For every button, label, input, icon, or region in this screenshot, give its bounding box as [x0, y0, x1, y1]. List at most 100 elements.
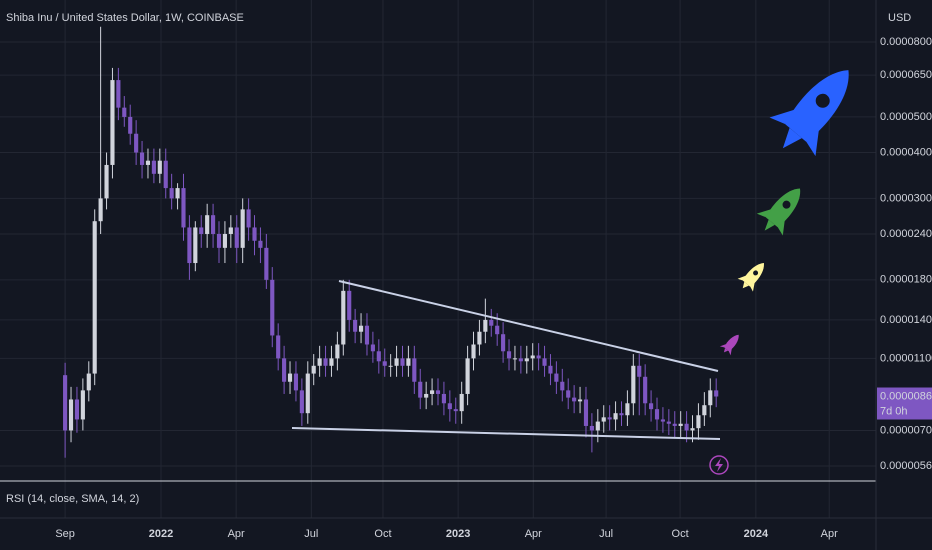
y-tick-label: 0.00000560	[880, 460, 932, 472]
rocket-icon-small	[737, 262, 764, 292]
candle-body	[548, 365, 553, 374]
candle-body	[264, 247, 269, 280]
currency-label: USD	[888, 12, 911, 24]
candle-body	[305, 373, 310, 414]
candle-body	[501, 334, 506, 352]
candle-body	[193, 227, 198, 264]
candle-body	[714, 390, 719, 397]
candle-body	[560, 381, 565, 391]
candle-body	[299, 390, 304, 414]
candle-body	[68, 399, 74, 431]
x-tick-label: 2022	[149, 528, 173, 540]
candle-body	[684, 423, 689, 431]
candle-body	[690, 428, 695, 431]
candle-body	[234, 227, 239, 248]
candle-body	[430, 390, 435, 394]
candle-body	[222, 233, 227, 248]
candle-body	[98, 198, 103, 222]
x-tick-label: Apr	[228, 528, 245, 540]
candle-body	[625, 403, 630, 416]
candle-body	[678, 423, 683, 426]
y-tick-label: 0.00001100	[880, 352, 932, 364]
x-tick-label: Jul	[304, 528, 318, 540]
candle-body	[400, 358, 405, 366]
candle-body	[536, 355, 541, 359]
candle-body	[382, 361, 387, 366]
candle-body	[619, 413, 624, 416]
x-tick-label: Apr	[525, 528, 542, 540]
countdown-label: 7d 0h	[880, 405, 908, 417]
candle-body	[80, 390, 85, 420]
rocket-icon-large	[769, 70, 849, 157]
lightning-icon[interactable]	[709, 455, 729, 475]
candle-body	[643, 376, 648, 404]
x-tick-label: Oct	[672, 528, 689, 540]
rocket-icon-medium	[756, 188, 801, 236]
candle-body	[104, 164, 109, 199]
last-price-box	[877, 387, 932, 420]
candle-body	[418, 381, 423, 398]
candle-body	[187, 227, 192, 264]
candle-body	[282, 358, 287, 382]
x-tick-label: 2023	[446, 528, 470, 540]
candle-body	[246, 209, 251, 228]
indicator-label: RSI (14, close, SMA, 14, 2)	[6, 493, 139, 505]
candle-body	[276, 335, 281, 359]
candle-body	[649, 403, 654, 410]
candle-body	[145, 160, 151, 165]
candle-body	[175, 188, 180, 199]
candle-body	[672, 423, 677, 426]
candle-body	[406, 358, 411, 366]
candle-body	[631, 365, 636, 404]
candle-body	[92, 221, 97, 374]
candle-body	[341, 290, 346, 345]
candle-body	[364, 325, 370, 345]
candle-body	[589, 425, 594, 431]
candle-body	[637, 365, 642, 377]
candle-body	[595, 421, 600, 431]
candle-body	[181, 188, 186, 228]
candle-body	[293, 373, 299, 391]
candle-body	[287, 373, 293, 382]
trend-line-lower	[291, 427, 721, 440]
rocket-icon-tiny	[719, 334, 739, 356]
candle-body	[358, 325, 364, 332]
candle-body	[542, 358, 547, 366]
last-price-label: 0.00000866	[880, 390, 932, 402]
candle-body	[666, 421, 671, 424]
candle-body	[708, 390, 713, 406]
candle-body	[601, 417, 606, 422]
candle-body	[459, 393, 464, 412]
candle-body	[495, 325, 500, 335]
candle-body	[116, 80, 121, 108]
candle-body	[566, 390, 571, 398]
chart-title: Shiba Inu / United States Dollar, 1W, CO…	[6, 12, 244, 24]
candle-body	[613, 413, 618, 420]
candle-body	[447, 403, 452, 410]
candle-body	[583, 399, 589, 426]
candle-body	[329, 358, 334, 366]
x-tick-label: Oct	[374, 528, 391, 540]
candle-body	[347, 290, 352, 320]
candle-body	[702, 405, 707, 416]
candle-body	[74, 399, 80, 420]
candle-body	[512, 358, 518, 360]
candle-body	[471, 344, 476, 359]
x-tick-label: Sep	[55, 528, 75, 540]
candle-body	[252, 227, 257, 241]
candle-body	[270, 279, 275, 336]
candle-body	[86, 373, 91, 391]
candle-body	[388, 365, 393, 367]
x-tick-label: Jul	[599, 528, 613, 540]
candle-body	[216, 233, 222, 248]
candle-body	[524, 358, 529, 362]
candle-body	[317, 358, 322, 366]
candle-body	[335, 344, 340, 359]
candle-body	[157, 160, 162, 174]
candle-body	[211, 215, 216, 234]
